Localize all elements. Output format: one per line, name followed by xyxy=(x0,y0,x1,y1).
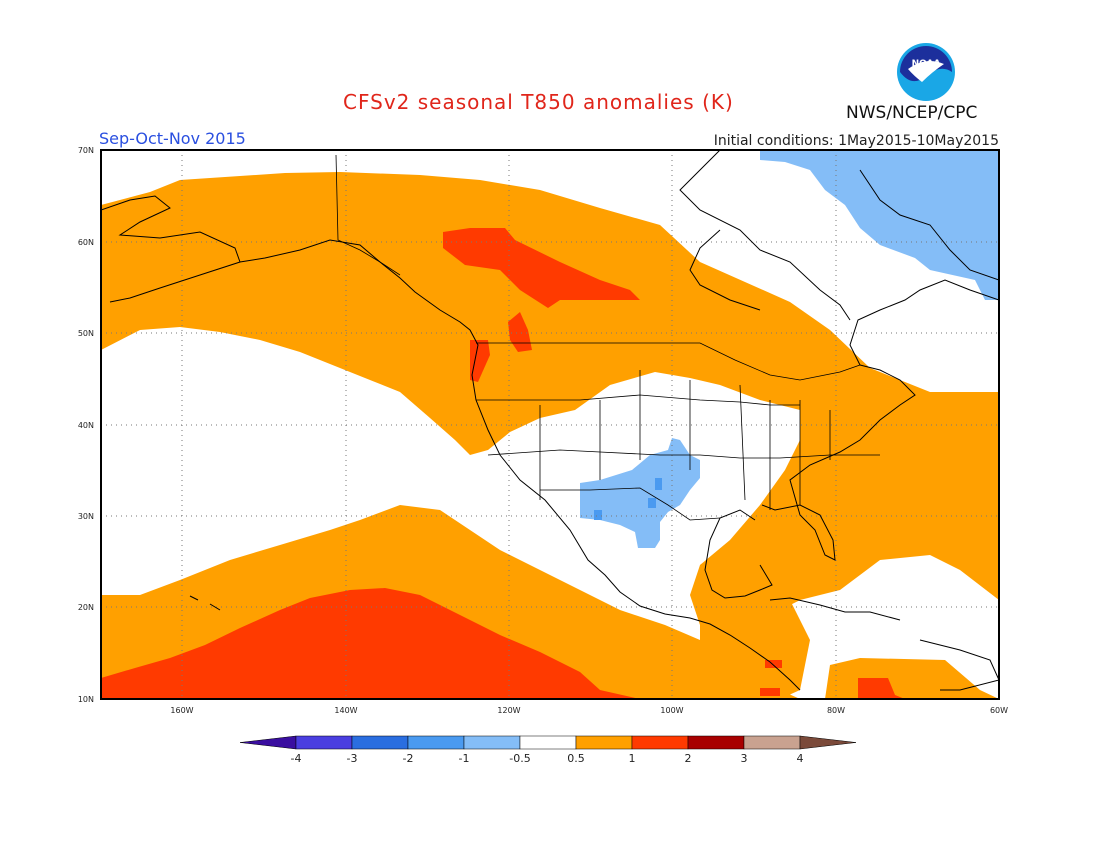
lon-label: 60W xyxy=(990,706,1008,715)
colorbar-swatch xyxy=(463,735,521,750)
colorbar: -4 -3 -2 -1 -0.5 0.5 1 2 3 4 xyxy=(239,735,857,765)
lat-label: 50N xyxy=(78,329,94,338)
colorbar-label: 0.5 xyxy=(567,752,585,765)
colorbar-swatch xyxy=(575,735,633,750)
colorbar-swatch xyxy=(743,735,801,750)
colorbar-swatch xyxy=(687,735,745,750)
cool-anomaly-greenland xyxy=(760,150,999,300)
noaa-logo-text: NOAA xyxy=(912,59,941,69)
strong-warm-caribbean xyxy=(760,660,905,699)
cool-anomaly-southwest-core xyxy=(594,478,662,520)
colorbar-label: 3 xyxy=(741,752,748,765)
initial-conditions-label: Initial conditions: 1May2015-10May2015 xyxy=(713,133,999,149)
anomaly-fields xyxy=(101,150,999,699)
warm-band-gulf xyxy=(700,500,880,630)
colorbar-swatch xyxy=(631,735,689,750)
colorbar-label: -4 xyxy=(291,752,302,765)
lon-label: 80W xyxy=(827,706,845,715)
colorbar-swatch xyxy=(295,735,353,750)
lon-labels: 160W 140W 120W 100W 80W 60W xyxy=(170,706,1008,715)
lat-label: 70N xyxy=(78,146,94,155)
noaa-logo: NOAA xyxy=(897,43,955,101)
map-title: CFSv2 seasonal T850 anomalies (K) xyxy=(343,90,734,114)
strong-warm-pacific xyxy=(101,588,640,699)
strong-warm-wa xyxy=(470,340,490,382)
coastlines xyxy=(101,150,999,691)
lon-label: 140W xyxy=(334,706,357,715)
lat-label: 20N xyxy=(78,603,94,612)
colorbar-label: -3 xyxy=(347,752,358,765)
colorbar-cap-high xyxy=(799,735,857,750)
colorbar-swatch xyxy=(519,735,577,750)
colorbar-swatch xyxy=(407,735,465,750)
lat-label: 10N xyxy=(78,695,94,704)
colorbar-label: 2 xyxy=(685,752,692,765)
cool-anomaly-southwest xyxy=(580,438,700,548)
season-label: Sep-Oct-Nov 2015 xyxy=(99,129,246,148)
colorbar-label: 1 xyxy=(629,752,636,765)
lon-label: 120W xyxy=(497,706,520,715)
lon-label: 100W xyxy=(660,706,683,715)
lat-label: 30N xyxy=(78,512,94,521)
colorbar-label: -2 xyxy=(403,752,414,765)
lat-labels: 70N 60N 50N 40N 30N 20N 10N xyxy=(78,146,94,704)
strong-warm-bc xyxy=(508,312,532,352)
colorbar-label: 4 xyxy=(797,752,804,765)
colorbar-swatch xyxy=(351,735,409,750)
strong-warm-canada xyxy=(443,228,640,308)
warm-band-caribbean xyxy=(700,600,999,699)
lat-label: 40N xyxy=(78,421,94,430)
agency-label: NWS/NCEP/CPC xyxy=(846,103,978,123)
borders xyxy=(335,154,880,521)
lon-label: 160W xyxy=(170,706,193,715)
colorbar-cap-low xyxy=(239,735,297,750)
map-frame xyxy=(100,149,1000,700)
colorbar-label: -1 xyxy=(459,752,470,765)
lat-label: 60N xyxy=(78,238,94,247)
colorbar-label: -0.5 xyxy=(509,752,530,765)
